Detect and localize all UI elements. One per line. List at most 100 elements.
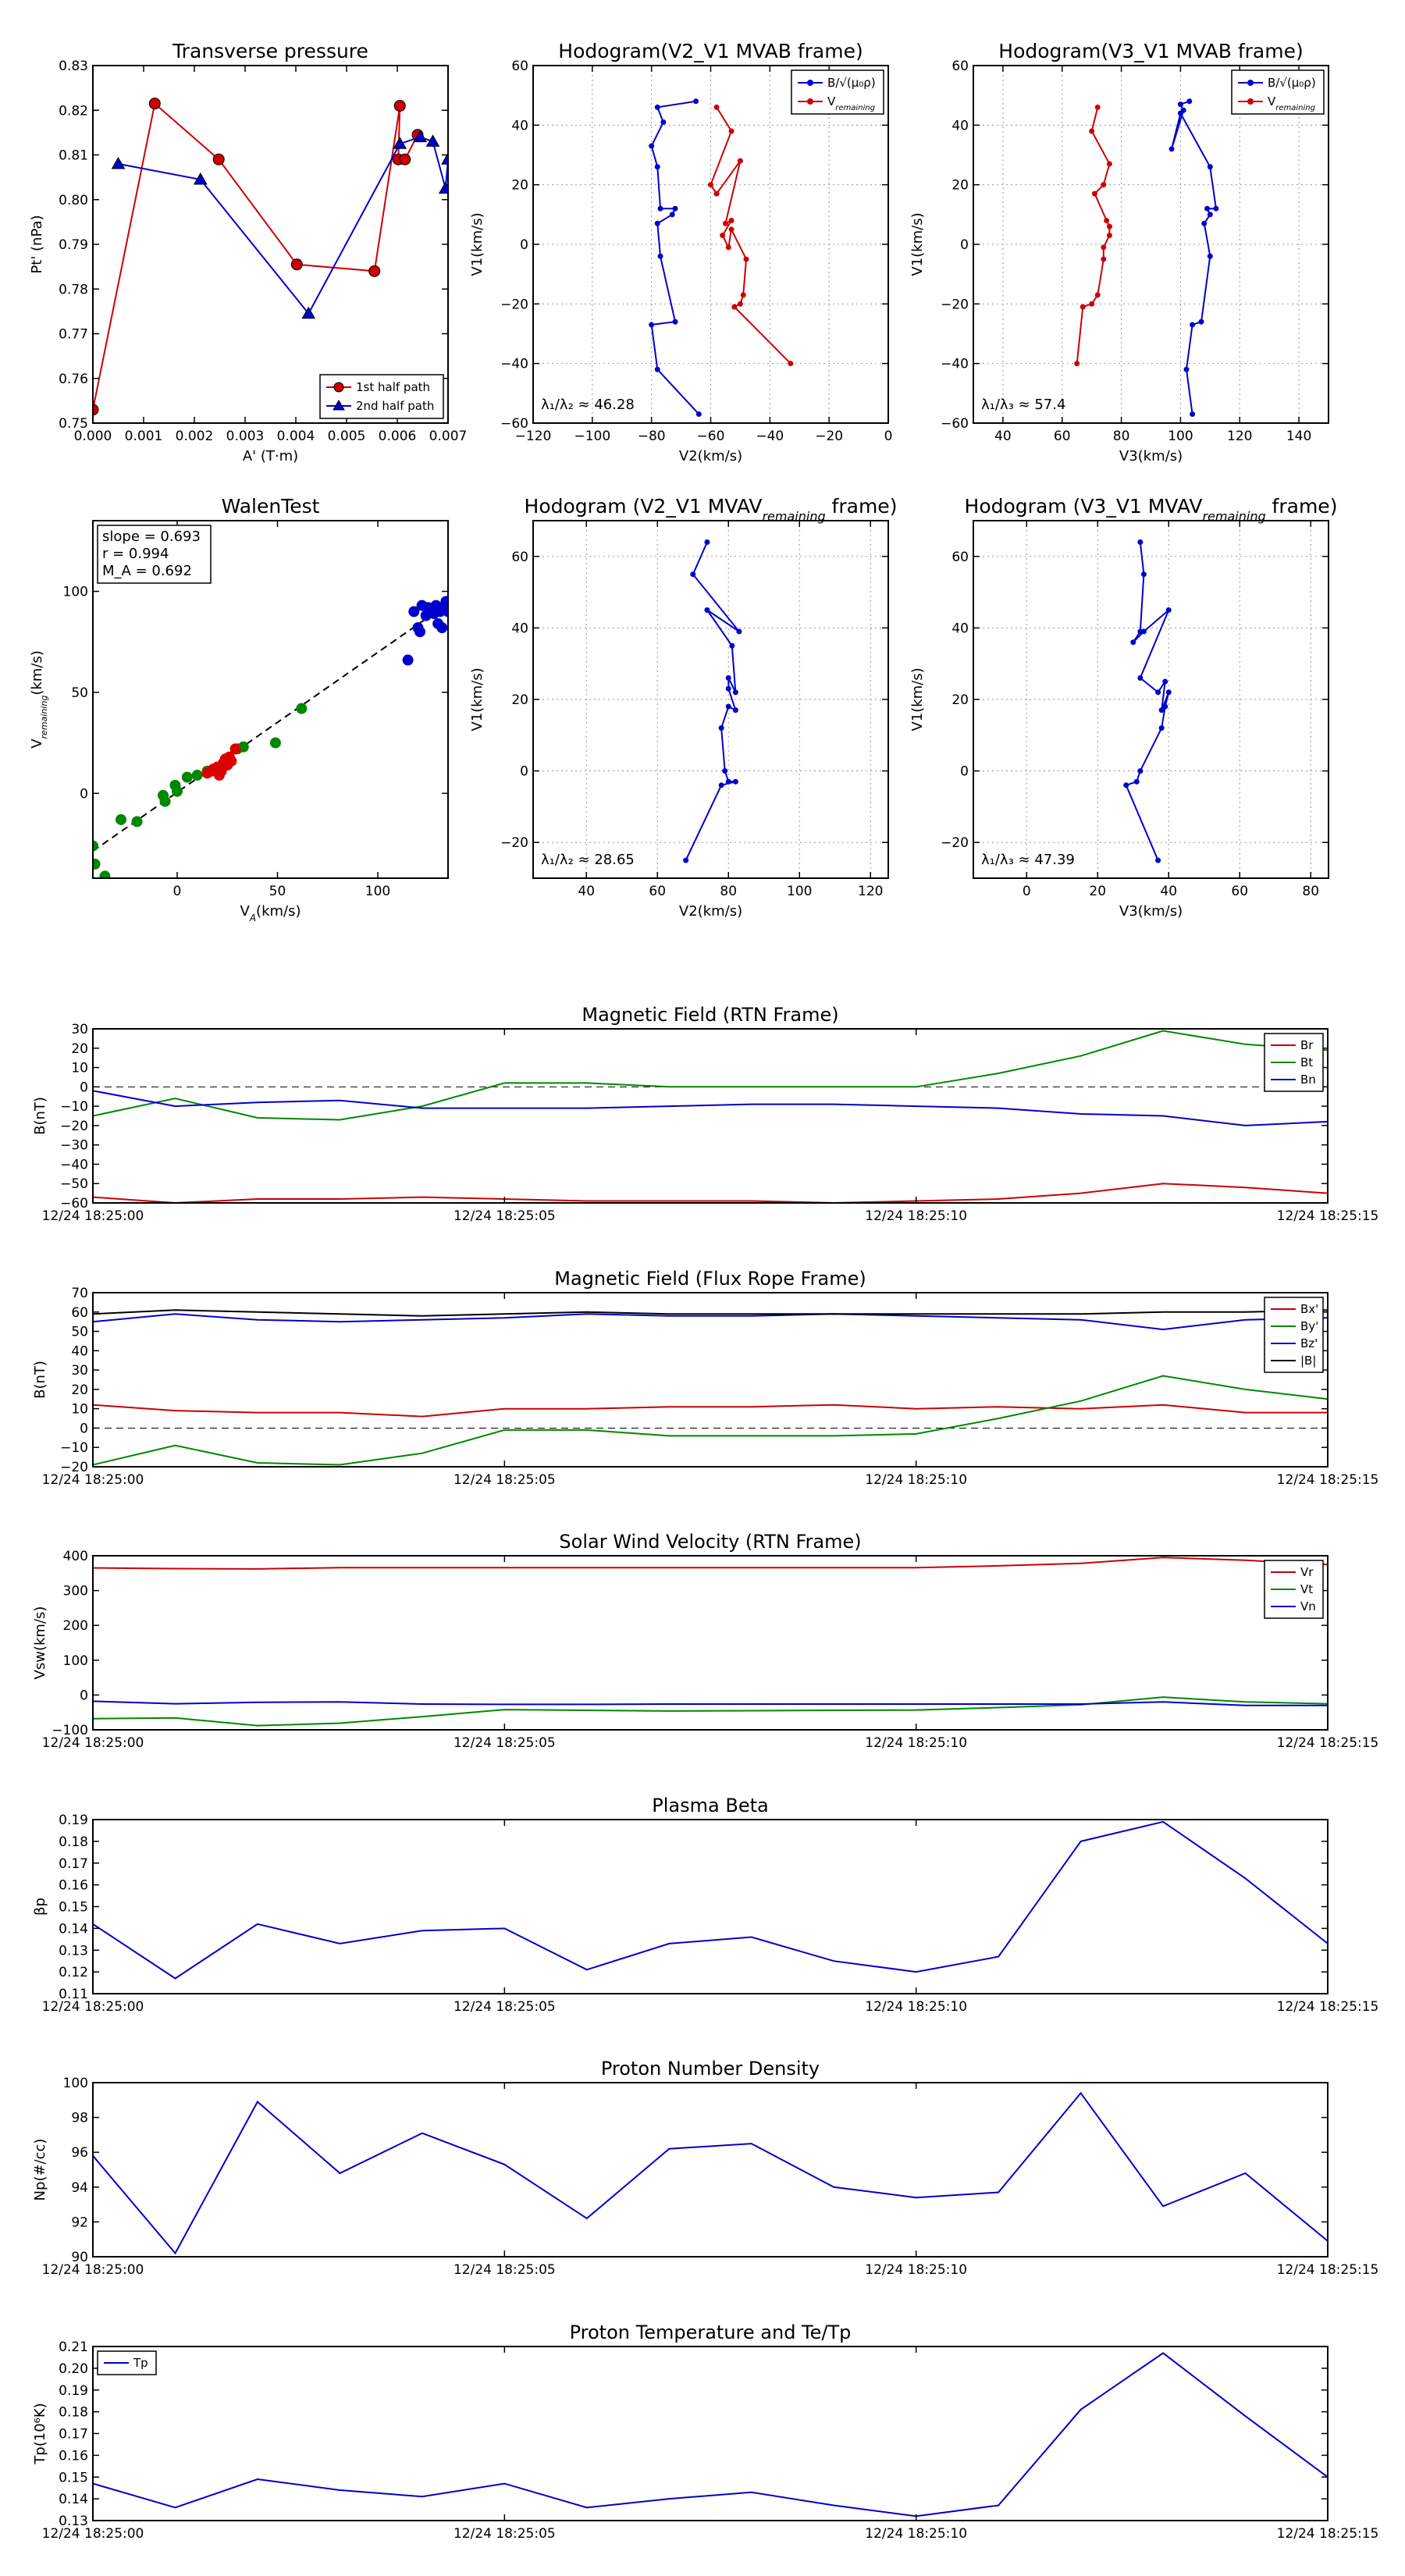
hodogram-v3-v1-mvav-point-0-13 [1137, 768, 1144, 774]
hodogram-v2-v1-mvav-point-0-15 [683, 857, 689, 863]
hodogram-v3-v1-mvab-series-B/√(μ₀ρ) [1168, 98, 1219, 418]
hodogram-v3-v1-mvav-point-0-6 [1137, 675, 1144, 681]
hodogram-v2-v1-mvab-xtick-label-5: −20 [815, 429, 843, 444]
walen-test-point-2-3 [414, 626, 426, 638]
proton-temperature-ytick-label-1: 0.14 [59, 2492, 88, 2507]
transverse-pressure-line-2nd half path [118, 136, 448, 315]
hodogram-v3-v1-mvab-point-1-5 [1104, 217, 1110, 223]
transverse-pressure-legend-box [319, 374, 444, 419]
proton-temperature-line-Tp [93, 2352, 1328, 2517]
transverse-pressure-legend-marker-1 [333, 400, 345, 411]
hodogram-v3-v1-mvab-point-0-11 [1198, 318, 1204, 325]
hodogram-v3-v1-mvab-point-0-12 [1190, 322, 1196, 328]
hodogram-v3-v1-mvab-xtick-label-2: 80 [1113, 429, 1130, 444]
hodogram-v3-v1-mvav-xtick-label-0: 0 [1023, 884, 1031, 899]
proton-temperature-xtick-label-3: 12/24 18:25:15 [1277, 2526, 1379, 2542]
solar-wind-velocity-series-Vt [93, 1696, 1328, 1727]
hodogram-v3-v1-mvab-point-1-4 [1091, 190, 1097, 197]
hodogram-v3-v1-mvab-legend-marker-1 [1247, 98, 1254, 105]
magnetic-field-flux-rope-ytick-label-3: 10 [71, 1402, 88, 1418]
hodogram-v2-v1-mvab-legend-box [791, 69, 884, 115]
hodogram-v2-v1-mvab-xtick-label-0: −120 [515, 429, 552, 444]
proton-number-density-ytick-label-2: 94 [71, 2180, 88, 2196]
transverse-pressure-series-2nd half path [111, 130, 448, 319]
hodogram-v2-v1-mvab-title: Hodogram(V2_V1 MVAB frame) [558, 40, 863, 62]
magnetic-field-rtn-chart: Magnetic Field (RTN Frame) 12/24 18:25:00… [32, 1004, 1378, 1224]
hodogram-v3-v1-mvab-point-1-8 [1101, 244, 1107, 251]
solar-wind-velocity-xtick-label-0: 12/24 18:25:00 [42, 1735, 144, 1751]
transverse-pressure-xtick-label-3: 0.003 [226, 429, 265, 444]
walen-test-series-group-red [201, 743, 241, 781]
walen-test-ytick-label-2: 100 [63, 585, 88, 600]
hodogram-v2-v1-mvav-ytick-label-4: 60 [511, 550, 528, 565]
magnetic-field-flux-rope-line-Bx' [93, 1404, 1328, 1418]
proton-temperature-xtick-label-0: 12/24 18:25:00 [42, 2526, 144, 2542]
hodogram-v3-v1-mvab-point-1-7 [1106, 233, 1112, 239]
walen-test-point-1-11 [229, 743, 241, 755]
hodogram-v2-v1-mvab-xtick-label-6: 0 [884, 429, 893, 444]
hodogram-v3-v1-mvab-point-0-3 [1168, 146, 1175, 152]
hodogram-v3-v1-mvab-xtick-label-4: 120 [1227, 429, 1252, 444]
hodogram-v2-v1-mvab-point-1-11 [740, 292, 746, 298]
magnetic-field-flux-rope-ytick-label-9: 70 [71, 1286, 88, 1301]
magnetic-field-rtn-xtick-label-3: 12/24 18:25:15 [1277, 1208, 1379, 1224]
transverse-pressure-series-1st half path [93, 98, 424, 416]
magnetic-field-rtn-series-Bn [93, 1090, 1328, 1126]
hodogram-v2-v1-mvab-point-1-12 [737, 301, 743, 307]
hodogram-v3-v1-mvav-point-0-4 [1140, 628, 1147, 635]
walen-test-point-0-4 [131, 816, 143, 827]
proton-number-density-xtick-label-0: 12/24 18:25:00 [42, 2262, 144, 2278]
hodogram-v3-v1-mvab-ytick-label-6: 60 [951, 59, 969, 74]
hodogram-v2-v1-mvab-point-0-9 [657, 253, 663, 259]
magnetic-field-flux-rope-ytick-label-0: −20 [60, 1460, 88, 1475]
transverse-pressure-point-0-0 [93, 404, 99, 416]
proton-temperature-legend-label-0: Tp [133, 2356, 148, 2370]
hodogram-v3-v1-mvab-title: Hodogram(V3_V1 MVAB frame) [998, 40, 1303, 62]
solar-wind-velocity-legend-label-0: Vr [1300, 1565, 1314, 1579]
hodogram-v3-v1-mvab-series-V_remaining [1074, 104, 1112, 367]
hodogram-v2-v1-mvab-point-0-1 [654, 104, 660, 110]
hodogram-v3-v1-mvav-point-0-16 [1155, 857, 1161, 863]
plasma-beta-line-beta [93, 1820, 1328, 1980]
magnetic-field-rtn-ytick-label-0: −60 [60, 1196, 88, 1212]
walen-test-point-0-16 [296, 703, 308, 714]
magnetic-field-rtn-ytick-label-1: −50 [60, 1176, 88, 1192]
hodogram-v2-v1-mvav-annotation: λ₁/λ₂ ≈ 28.65 [541, 852, 635, 868]
hodogram-v3-v1-mvab-point-1-2 [1106, 161, 1112, 167]
transverse-pressure-point-0-1 [148, 98, 161, 110]
hodogram-v2-v1-mvab-series-B/√(μ₀ρ) [649, 98, 702, 418]
proton-number-density-xtick-label-1: 12/24 18:25:05 [454, 2262, 556, 2278]
magnetic-field-flux-rope-xtick-label-1: 12/24 18:25:05 [454, 1472, 556, 1488]
solar-wind-velocity-line-Vn [93, 1700, 1328, 1706]
walen-test-stats-box [97, 525, 212, 584]
solar-wind-velocity-line-Vt [93, 1696, 1328, 1727]
hodogram-v2-v1-mvav-point-0-0 [704, 539, 710, 545]
plasma-beta-ytick-label-3: 0.14 [59, 1921, 88, 1937]
hodogram-v3-v1-mvab-point-1-0 [1094, 104, 1101, 110]
hodogram-v3-v1-mvab-point-1-3 [1101, 182, 1107, 188]
proton-number-density-ytick-label-5: 100 [63, 2076, 88, 2091]
magnetic-field-flux-rope-xtick-label-2: 12/24 18:25:10 [865, 1472, 967, 1488]
transverse-pressure-point-1-5 [425, 134, 440, 147]
transverse-pressure-title: Transverse pressure [172, 40, 368, 62]
hodogram-v2-v1-mvab-legend-label-0: B/√(μ₀ρ) [827, 76, 876, 90]
hodogram-v3-v1-mvab-point-0-0 [1186, 98, 1193, 105]
magnetic-field-flux-rope-legend-label-0: Bx' [1300, 1302, 1318, 1316]
hodogram-v3-v1-mvab-xlabel: V3(km/s) [1119, 448, 1183, 464]
magnetic-field-flux-rope-ytick-label-8: 60 [71, 1305, 88, 1321]
magnetic-field-flux-rope-line-Bz' [93, 1313, 1328, 1331]
magnetic-field-flux-rope-title: Magnetic Field (Flux Rope Frame) [554, 1268, 866, 1290]
proton-temperature-title: Proton Temperature and Te/Tp [570, 2322, 852, 2343]
hodogram-v2-v1-mvab-xlabel: V2(km/s) [679, 448, 742, 464]
hodogram-v2-v1-mvab-point-1-4 [737, 158, 743, 164]
transverse-pressure-point-1-6 [438, 181, 448, 194]
transverse-pressure-point-0-7 [399, 153, 411, 165]
hodogram-v3-v1-mvab-xtick-label-1: 60 [1054, 429, 1071, 444]
hodogram-v3-v1-mvav-xtick-label-1: 20 [1089, 884, 1106, 899]
magnetic-field-flux-rope-series-Bx' [93, 1404, 1328, 1418]
solar-wind-velocity-ytick-label-5: 400 [63, 1549, 88, 1564]
hodogram-v3-v1-mvav-point-0-5 [1165, 607, 1172, 613]
hodogram-v3-v1-mvav-series-V_remaining [1123, 539, 1172, 863]
hodogram-v2-v1-mvab-point-1-14 [788, 361, 794, 367]
transverse-pressure-chart: Transverse pressure 0.000 0.001 0.002 0.003 0… [29, 40, 467, 464]
